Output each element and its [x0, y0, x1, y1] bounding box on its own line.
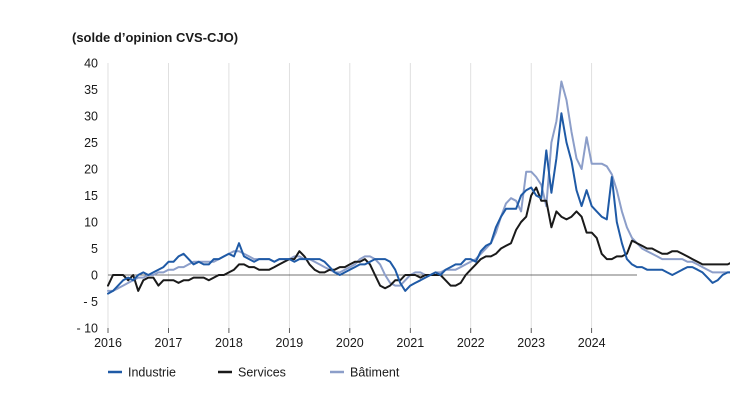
x-tick-label: 2021: [396, 336, 424, 350]
axes: 2016 2017 2018 2019 2020 2021 2022 2023 2024 40 35…: [76, 57, 637, 350]
y-tick-label: 35: [84, 83, 98, 97]
legend-label: Services: [238, 366, 286, 380]
x-tick-label: 2018: [215, 336, 243, 350]
series-line-1: [107, 112, 730, 295]
series-line-3: [107, 80, 730, 292]
y-tick-label: 25: [84, 136, 98, 150]
chart-subtitle: (solde d’opinion CVS-CJO): [72, 30, 238, 45]
x-tick-label: 2024: [578, 336, 606, 350]
x-tick-label: 2023: [517, 336, 545, 350]
y-tick-label: 30: [84, 110, 98, 124]
legend-label: Industrie: [128, 366, 176, 380]
y-tick-label: 0: [91, 269, 98, 283]
legend-label: Bâtiment: [350, 366, 400, 380]
y-tick-label: 20: [84, 163, 98, 177]
grid: [107, 63, 593, 328]
x-tick-label: 2017: [155, 336, 183, 350]
y-tick-label: 40: [84, 57, 98, 71]
series-group: [107, 80, 730, 295]
y-tick-label: - 5: [83, 295, 98, 309]
x-tick-label: 2022: [457, 336, 485, 350]
y-tick-label: 10: [84, 216, 98, 230]
y-tick-label: 5: [91, 242, 98, 256]
x-tick-label: 2019: [275, 336, 303, 350]
y-tick-label: - 10: [76, 322, 98, 336]
x-tick-label: 2016: [94, 336, 122, 350]
x-tick-label: 2020: [336, 336, 364, 350]
y-tick-label: 15: [84, 189, 98, 203]
legend: Industrie Services Bâtiment: [108, 366, 400, 380]
